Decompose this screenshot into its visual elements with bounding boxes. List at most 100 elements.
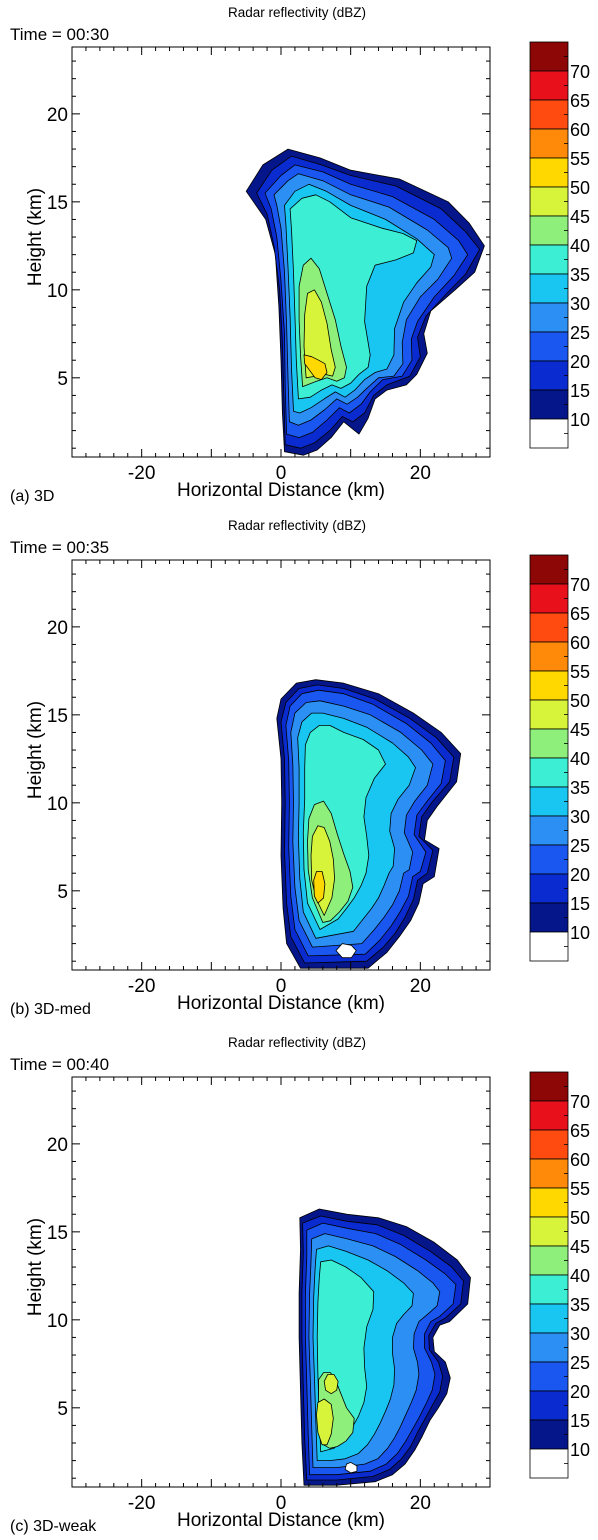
colorbar-label: 40 (570, 1266, 590, 1286)
time-label: Time = 00:40 (10, 1055, 109, 1074)
colorbar-swatch-below-10 (529, 1448, 569, 1479)
panel-label: (a) 3D (10, 488, 54, 505)
colorbar-label: 20 (570, 1382, 590, 1402)
y-axis-label: Height (km) (25, 188, 46, 286)
colorbar-label: 25 (570, 836, 590, 856)
y-tick-label: 10 (47, 281, 68, 302)
colorbar-label: 55 (570, 149, 590, 169)
contour-fills (276, 679, 462, 969)
colorbar-swatch-70 (529, 41, 569, 72)
colorbar-label: 20 (570, 352, 590, 372)
colorbar-label: 60 (570, 120, 590, 140)
colorbar-swatch-below-10 (529, 418, 569, 449)
colorbar-swatch-55 (529, 1158, 569, 1189)
y-tick-label: 15 (47, 706, 68, 727)
colorbar-swatch-below-10 (529, 931, 569, 962)
colorbar-swatch-55 (529, 641, 569, 672)
colorbar-swatch-35 (529, 757, 569, 788)
colorbar-label: 35 (570, 1295, 590, 1315)
chart-panel-1: Time = 00:30 Radar reflectivity (dBZ) -20 0… (10, 5, 590, 505)
x-tick-label: 20 (410, 463, 431, 484)
colorbar-swatch-10 (529, 1419, 569, 1450)
chart-title: Radar reflectivity (dBZ) (228, 518, 366, 533)
y-tick-label: 10 (47, 1311, 68, 1332)
colorbar-label: 45 (570, 207, 590, 227)
colorbar-label: 20 (570, 865, 590, 885)
colorbar-label: 40 (570, 236, 590, 256)
colorbar-swatch-15 (529, 360, 569, 391)
colorbar-swatch-30 (529, 273, 569, 304)
colorbar-swatch-35 (529, 244, 569, 275)
colorbar-label: 50 (570, 691, 590, 711)
colorbar-swatch-15 (529, 1390, 569, 1421)
colorbar-label: 35 (570, 265, 590, 285)
colorbar-swatch-50 (529, 157, 569, 188)
colorbar-swatch-40 (529, 1245, 569, 1276)
colorbar-label: 55 (570, 1179, 590, 1199)
y-axis-label: Height (km) (25, 1218, 46, 1316)
colorbar-label: 50 (570, 178, 590, 198)
panel-label: (b) 3D-med (10, 1001, 91, 1018)
colorbar-swatch-60 (529, 99, 569, 130)
colorbar-swatch-60 (529, 1129, 569, 1160)
colorbar-label: 70 (570, 62, 590, 82)
contour-50dbz (313, 871, 326, 904)
colorbar-swatch-50 (529, 1187, 569, 1218)
colorbar-swatch-65 (529, 1100, 569, 1131)
axis-ticks (71, 560, 491, 970)
colorbar-label: 30 (570, 294, 590, 314)
colorbar-label: 10 (570, 1440, 590, 1460)
y-axis-label: Height (km) (25, 701, 46, 799)
y-tick-label: 5 (57, 882, 68, 903)
x-tick-label: -20 (128, 1493, 155, 1514)
chart-panel-3: Time = 00:40 Radar reflectivity (dBZ) -20 0… (10, 1035, 590, 1535)
contour-fills (298, 1208, 471, 1486)
colorbar-swatch-45 (529, 1216, 569, 1247)
contour-hole (335, 943, 357, 959)
colorbar-swatch-20 (529, 331, 569, 362)
chart-title: Radar reflectivity (dBZ) (228, 1035, 366, 1050)
contour-fills (245, 148, 485, 456)
colorbar-swatch-60 (529, 612, 569, 643)
colorbar-label: 70 (570, 1092, 590, 1112)
colorbar-label: 35 (570, 778, 590, 798)
colorbar-label: 60 (570, 633, 590, 653)
colorbar-label: 25 (570, 1353, 590, 1373)
colorbar-swatch-50 (529, 670, 569, 701)
colorbar-swatch-25 (529, 815, 569, 846)
colorbar-swatch-20 (529, 844, 569, 875)
colorbar-label: 30 (570, 807, 590, 827)
x-axis-label: Horizontal Distance (km) (177, 1510, 385, 1531)
colorbar-swatch-15 (529, 873, 569, 904)
colorbar-swatch-10 (529, 902, 569, 933)
time-label: Time = 00:35 (10, 538, 109, 557)
colorbar-swatch-55 (529, 128, 569, 159)
colorbar-swatch-20 (529, 1361, 569, 1392)
colorbar-swatch-65 (529, 70, 569, 101)
colorbar-label: 65 (570, 1121, 590, 1141)
x-tick-label: 20 (410, 1493, 431, 1514)
colorbar-label: 40 (570, 749, 590, 769)
y-tick-label: 20 (47, 618, 68, 639)
x-tick-label: -20 (128, 463, 155, 484)
x-tick-label: 0 (276, 463, 287, 484)
x-tick-label: 0 (276, 1493, 287, 1514)
y-tick-label: 15 (47, 1223, 68, 1244)
colorbar-swatch-30 (529, 1303, 569, 1334)
y-tick-label: 20 (47, 1135, 68, 1156)
colorbar-label: 10 (570, 923, 590, 943)
y-tick-label: 20 (47, 105, 68, 126)
colorbar: 10 15 20 25 30 35 40 45 50 55 60 65 70 (529, 1071, 590, 1479)
contour-45dbz (323, 1374, 339, 1395)
contour-hole (344, 1461, 358, 1474)
colorbar-swatch-70 (529, 554, 569, 585)
x-axis-label: Horizontal Distance (km) (177, 480, 385, 501)
colorbar-label: 15 (570, 894, 590, 914)
colorbar-swatch-65 (529, 583, 569, 614)
chart-panel-2: Time = 00:35 Radar reflectivity (dBZ) -20 0… (10, 518, 590, 1018)
colorbar-swatch-70 (529, 1071, 569, 1102)
x-tick-label: 0 (276, 976, 287, 997)
colorbar-label: 25 (570, 323, 590, 343)
colorbar-label: 70 (570, 575, 590, 595)
